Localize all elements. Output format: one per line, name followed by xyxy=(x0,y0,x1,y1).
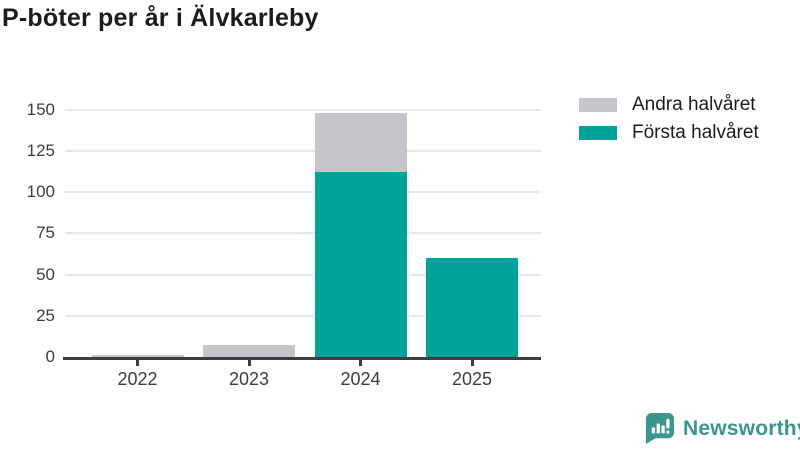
y-tick-label-0: 0 xyxy=(45,347,55,366)
gridline-25 xyxy=(65,314,541,317)
bar-chart-speech-bubble-icon xyxy=(645,413,675,444)
legend-label-forsta-halvaret: Första halvåret xyxy=(632,121,759,143)
x-tick-2022 xyxy=(136,357,139,366)
legend-item-andra-halvaret: Andra halvåret xyxy=(579,93,759,115)
newsworthy-wordmark: Newsworthy xyxy=(683,416,800,440)
legend-item-forsta-halvaret: Första halvåret xyxy=(579,121,759,143)
bar-segment-2022-andra-halv-ret xyxy=(91,355,184,357)
x-tick-label-2022: 2022 xyxy=(117,369,158,389)
gridline-75 xyxy=(65,232,541,235)
y-tick-label-50: 50 xyxy=(36,264,55,284)
gridline-150 xyxy=(65,108,541,111)
bar-segment-2024-andra-halv-ret xyxy=(314,112,407,173)
bar-segment-2023-andra-halv-ret xyxy=(203,345,295,357)
x-tick-2025 xyxy=(470,357,474,366)
legend-swatch-forsta-halvaret xyxy=(579,125,617,140)
legend-label-andra-halvaret: Andra halvåret xyxy=(632,93,756,115)
gridline-125 xyxy=(65,149,541,152)
legend-swatch-andra-halvaret xyxy=(579,97,617,112)
y-tick-label-25: 25 xyxy=(36,305,55,325)
y-tick-label-100: 100 xyxy=(26,182,55,201)
chart-title: P-böter per år i Älvkarleby xyxy=(2,4,319,32)
legend: Andra halvåret Första halvåret xyxy=(579,93,759,143)
x-tick-label-2023: 2023 xyxy=(228,369,270,389)
gridline-100 xyxy=(65,191,541,193)
y-tick-label-125: 125 xyxy=(26,140,55,160)
x-axis-line xyxy=(63,357,541,360)
gridline-50 xyxy=(65,273,541,276)
x-tick-label-2024: 2024 xyxy=(340,369,381,389)
newsworthy-logo[interactable]: Newsworthy xyxy=(644,412,800,445)
y-tick-label-150: 150 xyxy=(26,99,55,119)
x-tick-label-2025: 2025 xyxy=(451,369,493,389)
x-tick-2023 xyxy=(247,357,251,366)
bar-segment-2024-f-rsta-halv-ret xyxy=(314,172,407,357)
x-tick-2024 xyxy=(359,357,362,366)
y-tick-label-75: 75 xyxy=(36,223,55,243)
bar-segment-2025-f-rsta-halv-ret xyxy=(426,258,518,357)
